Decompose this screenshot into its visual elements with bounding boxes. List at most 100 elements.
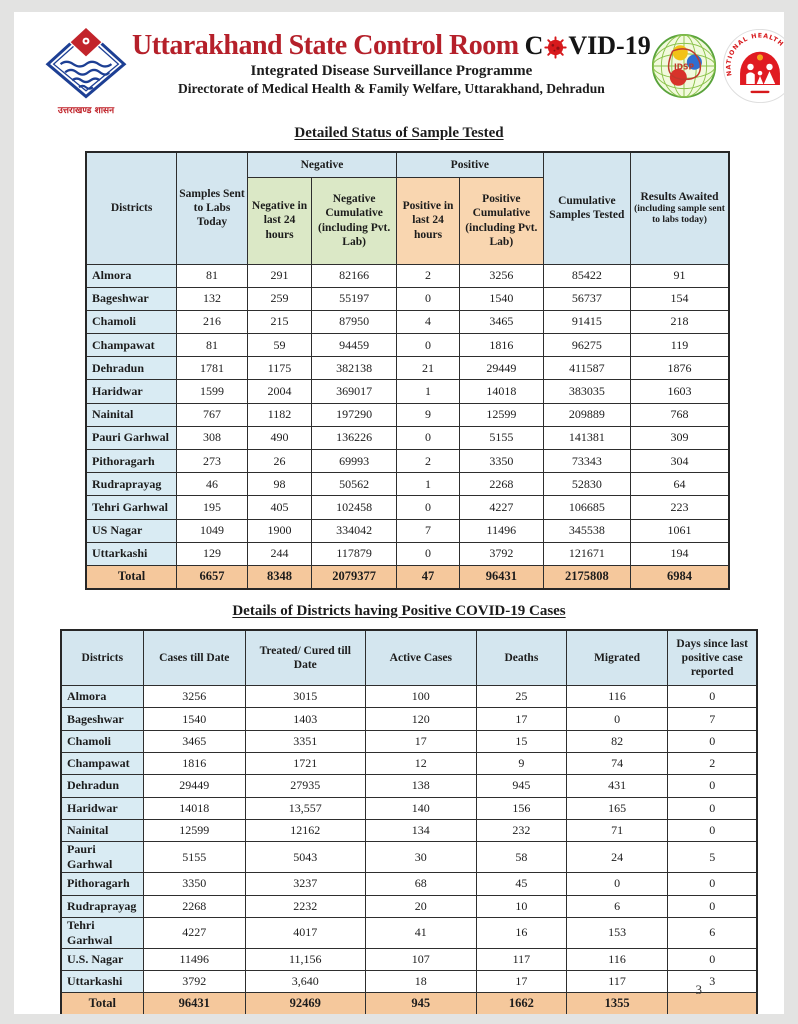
value-cell: 29449 — [142, 774, 246, 798]
district-cell: Dehradun — [85, 356, 178, 381]
value-cell: 3256 — [459, 263, 544, 288]
value-cell: 71 — [565, 818, 669, 843]
value-cell: 3351 — [244, 729, 366, 754]
total-value-cell: 6657 — [176, 564, 248, 590]
table-row: U.S. Nagar 11496 11,156 107 117 116 0 — [60, 947, 758, 972]
value-cell: 15 — [475, 729, 567, 754]
table-row: Chamoli 3465 3351 17 15 82 0 — [60, 729, 758, 754]
value-cell: 383035 — [542, 379, 632, 404]
value-cell: 141381 — [542, 425, 632, 451]
total-row: Total 96431 92469 945 1662 1355 — [60, 992, 758, 1014]
value-cell: 156 — [475, 796, 567, 820]
table-row: Nainital 767 1182 197290 9 12599 209889 768 — [85, 402, 730, 427]
value-cell: 26 — [246, 448, 313, 474]
value-cell: 55197 — [311, 286, 398, 311]
value-cell: 138 — [364, 774, 477, 798]
document-page: उत्तराखण्ड शासन Uttarakhand State Contro… — [14, 12, 784, 1014]
value-cell: 98 — [246, 472, 313, 497]
value-cell: 52830 — [542, 472, 632, 497]
value-cell: 1 — [396, 472, 461, 497]
value-cell: 2004 — [246, 379, 313, 404]
table-row: Champawat 81 59 94459 0 1816 96275 119 — [85, 333, 730, 358]
value-cell: 94459 — [311, 333, 398, 358]
value-cell: 0 — [565, 872, 669, 896]
value-cell: 11,156 — [244, 947, 366, 972]
value-cell: 304 — [630, 448, 730, 474]
value-cell: 273 — [176, 448, 248, 474]
value-cell: 3465 — [459, 309, 544, 335]
uttarakhand-emblem: उत्तराखण्ड शासन — [40, 26, 132, 116]
value-cell: 85422 — [542, 263, 632, 288]
value-cell: 13,557 — [244, 796, 366, 820]
coronavirus-icon — [544, 35, 568, 59]
value-cell: 215 — [246, 309, 313, 335]
col-header-neg-24h: Negative in last 24 hours — [246, 176, 313, 265]
value-cell: 91 — [630, 263, 730, 288]
value-cell: 1049 — [176, 518, 248, 543]
value-cell: 59 — [246, 333, 313, 358]
value-cell: 345538 — [542, 518, 632, 543]
value-cell: 0 — [667, 818, 758, 843]
value-cell: 20 — [364, 894, 477, 918]
district-cell: Pauri Garhwal — [60, 841, 144, 874]
samples-tested-table: Districts Samples Sent to Labs Today Neg… — [85, 151, 730, 590]
district-cell: Chamoli — [60, 729, 144, 754]
value-cell: 116 — [565, 685, 669, 709]
value-cell: 11496 — [459, 518, 544, 543]
value-cell: 1876 — [630, 356, 730, 381]
value-cell: 18 — [364, 970, 477, 994]
value-cell: 3,640 — [244, 970, 366, 994]
value-cell: 1175 — [246, 356, 313, 381]
table-row: Rudraprayag 46 98 50562 1 2268 52830 64 — [85, 472, 730, 497]
value-cell: 1721 — [244, 752, 366, 776]
value-cell: 223 — [630, 495, 730, 520]
value-cell: 74 — [565, 752, 669, 776]
table-row: Bageshwar 1540 1403 120 17 0 7 — [60, 707, 758, 731]
district-cell: Chamoli — [85, 309, 178, 335]
col-header-samples-sent: Samples Sent to Labs Today — [176, 151, 248, 265]
value-cell: 6 — [565, 894, 669, 918]
value-cell: 12 — [364, 752, 477, 776]
total-value-cell: 96431 — [142, 992, 246, 1014]
value-cell: 24 — [565, 841, 669, 874]
header-logos: IDSP NATIONAL HEALTH MISSION — [651, 26, 784, 104]
value-cell: 117 — [565, 970, 669, 994]
value-cell: 2232 — [244, 894, 366, 918]
value-cell: 0 — [667, 947, 758, 972]
nhm-logo-icon: NATIONAL HEALTH MISSION — [722, 28, 784, 104]
value-cell: 7 — [667, 707, 758, 731]
value-cell: 216 — [176, 309, 248, 335]
value-cell: 153 — [565, 916, 669, 949]
district-cell: Bageshwar — [85, 286, 178, 311]
org-title: Uttarakhand State Control Room — [132, 30, 519, 61]
table-row: Tehri Garhwal 195 405 102458 0 4227 106685 223 — [85, 495, 730, 520]
value-cell: 0 — [396, 425, 461, 451]
value-cell: 5043 — [244, 841, 366, 874]
value-cell: 3237 — [244, 872, 366, 896]
value-cell: 1540 — [142, 707, 246, 731]
total-value-cell: 1662 — [475, 992, 567, 1014]
value-cell: 165 — [565, 796, 669, 820]
total-value-cell: 47 — [396, 564, 461, 590]
value-cell: 117879 — [311, 541, 398, 566]
value-cell: 334042 — [311, 518, 398, 543]
table-row: Uttarkashi 129 244 117879 0 3792 121671 194 — [85, 541, 730, 566]
covid-letter-c: C — [524, 31, 544, 60]
value-cell: 194 — [630, 541, 730, 566]
table-row: Dehradun 1781 1175 382138 21 29449 411587 1876 — [85, 356, 730, 381]
table-row: Champawat 1816 1721 12 9 74 2 — [60, 752, 758, 776]
table-row: Rudraprayag 2268 2232 20 10 6 0 — [60, 894, 758, 918]
value-cell: 21 — [396, 356, 461, 381]
value-cell: 945 — [475, 774, 567, 798]
value-cell: 102458 — [311, 495, 398, 520]
value-cell: 129 — [176, 541, 248, 566]
value-cell: 154 — [630, 286, 730, 311]
value-cell: 91415 — [542, 309, 632, 335]
col-header-districts: Districts — [85, 151, 178, 265]
svg-text:IDSP: IDSP — [674, 62, 694, 71]
value-cell: 2268 — [459, 472, 544, 497]
value-cell: 0 — [667, 796, 758, 820]
value-cell: 140 — [364, 796, 477, 820]
value-cell: 259 — [246, 286, 313, 311]
value-cell: 1540 — [459, 286, 544, 311]
